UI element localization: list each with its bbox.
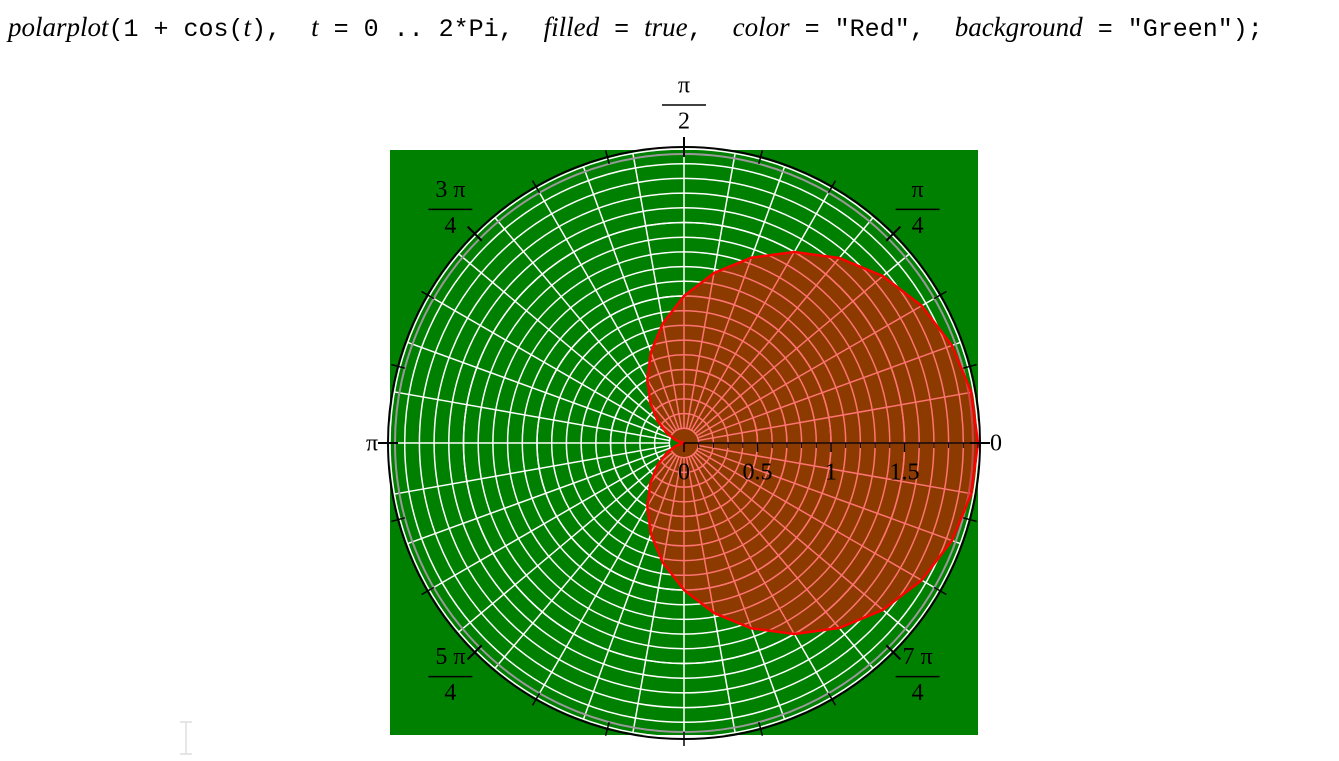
theta-minor-tick: [758, 721, 764, 736]
theta-label-denominator: 4: [912, 213, 924, 239]
theta-minor-tick: [962, 363, 977, 369]
theta-minor-tick: [933, 290, 947, 300]
spoke: [429, 295, 673, 437]
theta-label-numerator: π: [678, 73, 690, 99]
code: =: [599, 15, 645, 44]
theta-minor-tick: [604, 721, 610, 736]
theta-label-numerator: 3 π: [435, 177, 465, 203]
spoke: [494, 453, 676, 669]
variable: t: [243, 12, 252, 42]
theta-tick: [466, 225, 483, 242]
variable: t: [311, 12, 319, 42]
option-value: true: [644, 12, 688, 42]
theta-label-numerator: 7 π: [903, 644, 933, 670]
command-line[interactable]: polarplot(1 + cos(t), t = 0 .. 2*Pi, fil…: [8, 12, 1263, 44]
spoke: [494, 217, 676, 433]
code: = "Red",: [789, 15, 955, 44]
spoke: [458, 451, 674, 633]
theta-minor-tick: [391, 363, 406, 369]
spoke: [429, 449, 673, 591]
code: = "Green");: [1082, 15, 1263, 44]
spoke: [407, 341, 672, 439]
theta-label-numerator: 5 π: [435, 644, 465, 670]
theta-label-denominator: 4: [912, 680, 924, 706]
theta-minor-tick: [827, 692, 837, 706]
theta-label-denominator: 4: [444, 680, 456, 706]
theta-label: π: [366, 431, 378, 457]
r-tick-label: 0.5: [743, 460, 773, 486]
r-tick-label: 1.5: [890, 460, 920, 486]
theta-minor-tick: [531, 180, 541, 194]
theta-label: 0: [990, 431, 1002, 457]
option-name: background: [954, 12, 1083, 42]
spoke: [394, 444, 671, 495]
theta-label-numerator: π: [912, 177, 924, 203]
code: = 0 .. 2*Pi,: [318, 15, 544, 44]
r-tick-label: 0: [678, 460, 690, 486]
theta-minor-tick: [827, 180, 837, 194]
theta-tick: [885, 644, 902, 661]
code: ),: [251, 15, 312, 44]
theta-tick: [466, 644, 483, 661]
code: ,: [687, 15, 733, 44]
theta-minor-tick: [421, 586, 435, 596]
r-tick-label: 1: [825, 460, 837, 486]
theta-minor-tick: [933, 586, 947, 596]
option-name: filled: [543, 12, 600, 42]
option-name: color: [732, 12, 790, 42]
code: (1 + cos(: [108, 15, 244, 44]
spoke: [458, 253, 674, 435]
theta-tick: [885, 225, 902, 242]
theta-minor-tick: [531, 692, 541, 706]
theta-label-denominator: 2: [678, 109, 690, 135]
theta-minor-tick: [421, 290, 435, 300]
theta-minor-tick: [391, 517, 406, 523]
spoke: [394, 391, 671, 442]
function-name: polarplot: [8, 12, 109, 42]
theta-minor-tick: [604, 150, 610, 165]
text-cursor: [180, 721, 192, 755]
theta-label-denominator: 4: [444, 213, 456, 239]
theta-minor-tick: [962, 517, 977, 523]
spoke: [407, 447, 672, 545]
theta-minor-tick: [758, 150, 764, 165]
